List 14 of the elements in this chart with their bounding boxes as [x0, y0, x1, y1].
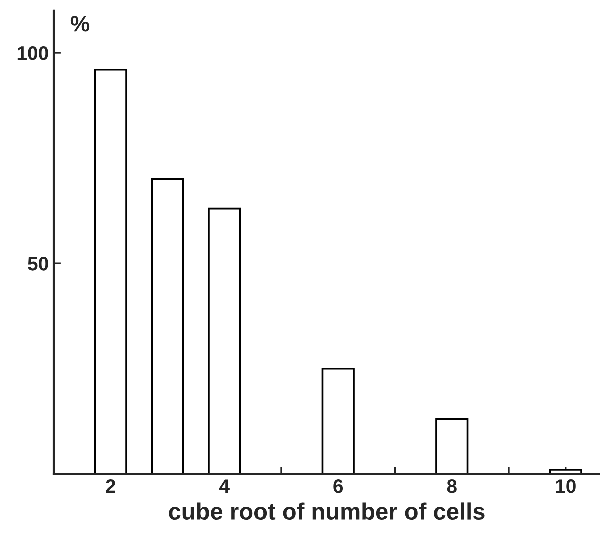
bar [151, 178, 184, 474]
x-tick-label: 8 [447, 480, 457, 494]
x-axis-title: cube root of number of cells [169, 502, 485, 520]
y-axis-title: % [70, 16, 90, 32]
y-tick-label: 50 [28, 257, 48, 271]
y-tick-label: 100 [18, 46, 48, 60]
bar [436, 418, 469, 474]
x-tick-label: 10 [556, 480, 576, 494]
x-tick-label: 4 [220, 480, 230, 494]
x-tick-label: 6 [334, 480, 344, 494]
bar [208, 208, 242, 474]
x-tick-label: 2 [106, 480, 116, 494]
bar [94, 68, 128, 474]
bar [322, 368, 355, 474]
